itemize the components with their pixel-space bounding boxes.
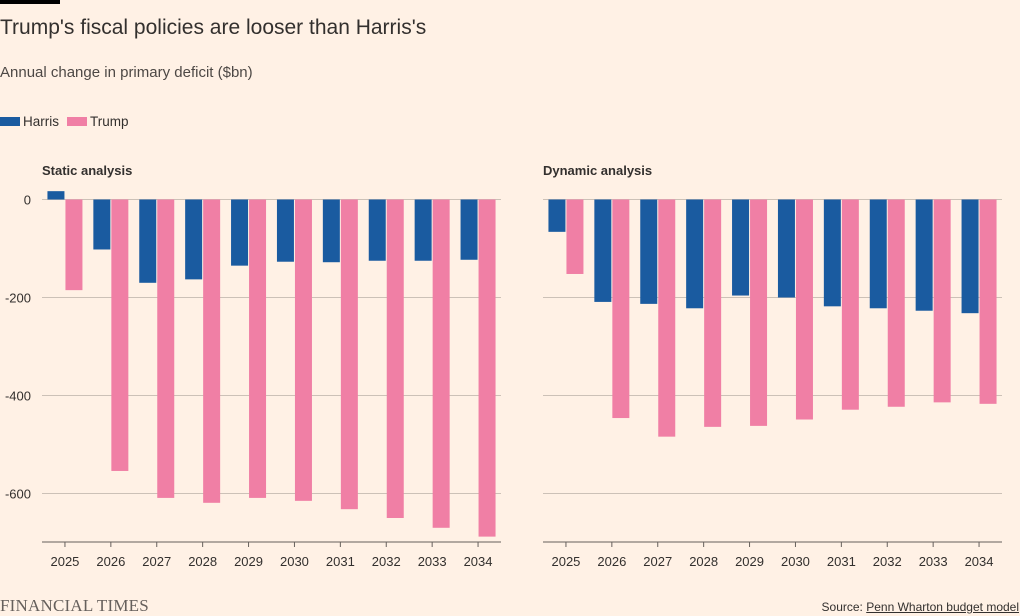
x-tick-label: 2030 — [280, 554, 309, 569]
chart-area: Static analysis 0 -200 -400 -600 2025 2026 2027… — [5, 163, 1002, 569]
x-tick-label: 2028 — [188, 554, 217, 569]
x-tick-label: 2032 — [372, 554, 401, 569]
bar-harris — [732, 199, 750, 296]
legend: Harris Trump — [0, 114, 137, 129]
bar-harris — [322, 199, 340, 263]
legend-item-harris: Harris — [0, 114, 59, 129]
x-tick-label: 2026 — [96, 554, 125, 569]
source-link[interactable]: Penn Wharton budget model — [866, 600, 1019, 614]
x-tick-label: 2026 — [597, 554, 626, 569]
x-tick-label: 2025 — [551, 554, 580, 569]
bar-harris — [276, 199, 294, 262]
source-note: Source: Penn Wharton budget model — [822, 600, 1019, 614]
bar-trump — [795, 199, 813, 420]
bar-trump — [203, 199, 221, 503]
bar-harris — [823, 199, 841, 307]
panel-title: Dynamic analysis — [543, 163, 652, 178]
y-tick-label: 0 — [24, 193, 31, 208]
bar-harris — [139, 199, 157, 283]
bar-harris — [686, 199, 704, 309]
bar-trump — [841, 199, 859, 410]
source-prefix: Source: — [821, 600, 867, 614]
x-tick-label: 2029 — [234, 554, 263, 569]
bar-harris — [47, 191, 65, 200]
x-tick-label: 2034 — [464, 554, 493, 569]
bar-harris — [640, 199, 658, 304]
y-tick-label: -400 — [5, 389, 31, 404]
bar-harris — [368, 199, 386, 261]
x-tick-label: 2032 — [873, 554, 902, 569]
x-tick-label: 2029 — [735, 554, 764, 569]
x-tick-label: 2027 — [142, 554, 171, 569]
bar-trump — [566, 199, 584, 274]
bar-trump — [432, 199, 450, 528]
bar-harris — [594, 199, 612, 302]
x-tick-label: 2030 — [781, 554, 810, 569]
x-tick-label: 2025 — [50, 554, 79, 569]
legend-label-harris: Harris — [23, 114, 59, 129]
bar-trump — [478, 199, 496, 537]
bar-trump — [704, 199, 722, 427]
bar-trump — [294, 199, 312, 501]
bar-harris — [93, 199, 111, 250]
bar-harris — [869, 199, 887, 309]
x-tick-label: 2033 — [919, 554, 948, 569]
bar-trump — [933, 199, 951, 403]
x-tick-label: 2028 — [689, 554, 718, 569]
bar-trump — [979, 199, 997, 404]
chart-panel-1: Dynamic analysis 2025 2026 2027 2028 2029 2030… — [543, 163, 1002, 569]
brand-bar — [0, 0, 60, 4]
x-tick-label: 2031 — [326, 554, 355, 569]
bar-harris — [414, 199, 432, 261]
legend-item-trump: Trump — [67, 114, 129, 129]
chart-title: Trump's fiscal policies are looser than … — [0, 16, 427, 39]
chart-panel-0: Static analysis 0 -200 -400 -600 2025 2026 2027… — [5, 163, 501, 569]
bar-trump — [249, 199, 267, 498]
bar-trump — [612, 199, 630, 419]
x-tick-label: 2034 — [965, 554, 994, 569]
bar-harris — [777, 199, 795, 298]
chart-subtitle: Annual change in primary deficit ($bn) — [0, 64, 253, 81]
bar-trump — [658, 199, 676, 437]
bar-harris — [185, 199, 203, 280]
legend-label-trump: Trump — [90, 114, 129, 129]
bar-trump — [887, 199, 905, 407]
bar-harris — [915, 199, 933, 311]
legend-swatch-trump — [67, 117, 87, 126]
bar-trump — [750, 199, 768, 426]
bar-trump — [386, 199, 404, 518]
y-tick-label: -600 — [5, 487, 31, 502]
x-tick-label: 2027 — [643, 554, 672, 569]
bar-harris — [460, 199, 478, 260]
panel-title: Static analysis — [42, 163, 132, 178]
legend-swatch-harris — [0, 117, 20, 126]
bar-trump — [111, 199, 129, 471]
bar-trump — [65, 199, 83, 291]
x-tick-label: 2031 — [827, 554, 856, 569]
bar-harris — [961, 199, 979, 314]
bar-harris — [548, 199, 566, 232]
y-tick-label: -200 — [5, 291, 31, 306]
bar-trump — [340, 199, 358, 510]
ft-logo: FINANCIAL TIMES — [0, 596, 149, 615]
bar-harris — [231, 199, 249, 266]
bar-trump — [157, 199, 175, 498]
x-tick-label: 2033 — [418, 554, 447, 569]
